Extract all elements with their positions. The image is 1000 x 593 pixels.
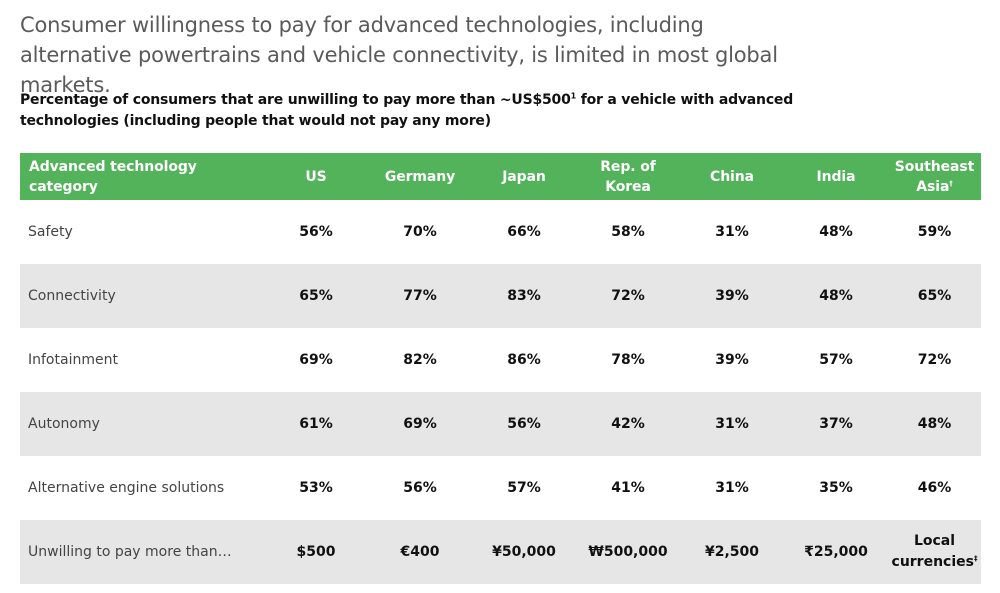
header-japan: Japan — [502, 168, 546, 185]
header-china: China — [710, 168, 754, 185]
header-southeast-asia-label: Southeast Asia — [894, 158, 975, 195]
cell-china: 39% — [715, 352, 749, 368]
row-category: Unwilling to pay more than… — [28, 544, 232, 560]
cell-germany: 70% — [403, 224, 437, 240]
cell-china: 31% — [715, 416, 749, 432]
cell-korea: 78% — [611, 352, 645, 368]
cell-korea: 42% — [611, 416, 645, 432]
cell-india: 35% — [819, 480, 853, 496]
cell-us: $500 — [296, 544, 336, 560]
cell-japan: 83% — [507, 288, 541, 304]
cell-southeast-asia: 72% — [917, 352, 952, 368]
header-category: Advanced technology category — [29, 158, 197, 195]
cell-japan: 86% — [507, 352, 541, 368]
cell-southeast-asia: Local currencies‡ — [888, 520, 981, 584]
row-category: Alternative engine solutions — [28, 480, 225, 496]
cell-us: 56% — [299, 224, 333, 240]
cell-southeast-asia: 59% — [917, 224, 952, 240]
header-india: India — [816, 168, 856, 185]
page-headline: Consumer willingness to pay for advanced… — [20, 13, 778, 97]
subtitle-footnote-mark: 1 — [570, 91, 577, 101]
cell-china: ¥2,500 — [704, 544, 760, 560]
cell-japan: 66% — [507, 224, 541, 240]
table-row: Connectivity 65% 77% 83% 72% 39% 48% 65% — [20, 264, 981, 328]
table-row: Alternative engine solutions 53% 56% 57%… — [20, 456, 981, 520]
cell-southeast-asia-value: Local currencies‡ — [888, 531, 981, 573]
row-category: Autonomy — [28, 416, 100, 432]
table-subtitle: Percentage of consumers that are unwilli… — [20, 90, 820, 132]
cell-india: 57% — [819, 352, 853, 368]
cell-southeast-asia: 48% — [917, 416, 952, 432]
header-us: US — [305, 168, 327, 185]
table-row: Autonomy 61% 69% 56% 42% 31% 37% 48% — [20, 392, 981, 456]
cell-korea: ₩500,000 — [588, 544, 668, 560]
cell-india: 48% — [819, 224, 853, 240]
local-currencies-text: Local currencies — [891, 533, 974, 570]
cell-korea: 41% — [611, 480, 645, 496]
row-category: Connectivity — [28, 288, 116, 304]
cell-germany: €400 — [400, 544, 440, 560]
cell-korea: 58% — [611, 224, 645, 240]
cell-india: 48% — [819, 288, 853, 304]
cell-germany: 69% — [403, 416, 437, 432]
cell-southeast-asia: 65% — [917, 288, 952, 304]
cell-us: 69% — [299, 352, 333, 368]
header-southeast-asia: Southeast Asia† — [888, 153, 981, 200]
cell-japan: 57% — [507, 480, 541, 496]
cell-china: 31% — [715, 480, 749, 496]
row-category: Infotainment — [28, 352, 118, 368]
cell-southeast-asia: 46% — [917, 480, 952, 496]
cell-india: ₹25,000 — [804, 544, 868, 560]
subtitle-text-before: Percentage of consumers that are unwilli… — [20, 92, 571, 108]
cell-us: 53% — [299, 480, 333, 496]
cell-japan: 56% — [507, 416, 541, 432]
cell-us: 61% — [299, 416, 333, 432]
table-header-row: Advanced technology category US Germany … — [20, 153, 981, 200]
cell-india: 37% — [819, 416, 853, 432]
subtitle-text-after: for a vehicle with advanced technologies… — [20, 92, 794, 129]
cell-germany: 82% — [403, 352, 437, 368]
header-germany: Germany — [384, 168, 456, 185]
cell-korea: 72% — [611, 288, 645, 304]
cell-china: 31% — [715, 224, 749, 240]
row-category: Safety — [28, 224, 73, 240]
table-row: Unwilling to pay more than… $500 €400 ¥5… — [20, 520, 981, 584]
header-southeast-asia-footnote: † — [949, 178, 953, 187]
cell-china: 39% — [715, 288, 749, 304]
table-row: Infotainment 69% 82% 86% 78% 39% 57% 72% — [20, 328, 981, 392]
cell-us: 65% — [299, 288, 333, 304]
local-currencies-footnote: ‡ — [973, 554, 978, 563]
cell-germany: 56% — [403, 480, 437, 496]
willingness-table: Advanced technology category US Germany … — [20, 153, 981, 584]
table-row: Safety 56% 70% 66% 58% 31% 48% 59% — [20, 200, 981, 264]
cell-germany: 77% — [403, 288, 437, 304]
header-korea: Rep. of Korea — [600, 158, 656, 195]
cell-japan: ¥50,000 — [492, 544, 556, 560]
